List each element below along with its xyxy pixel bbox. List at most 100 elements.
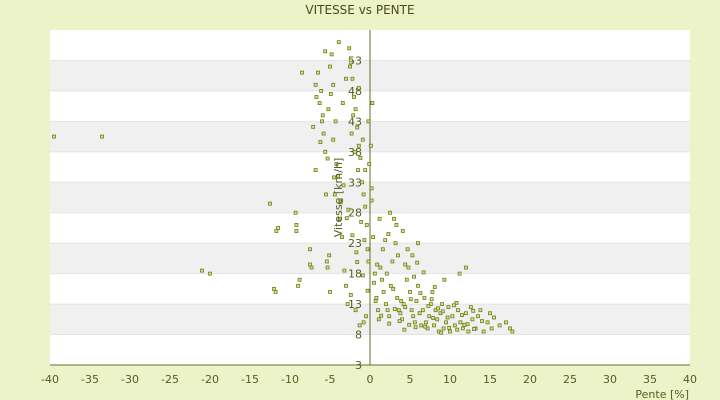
- y-axis-label: Vitesse [km/h]: [332, 158, 345, 238]
- data-point: [392, 216, 396, 221]
- data-point: [403, 262, 408, 267]
- data-point: [355, 260, 360, 264]
- data-point: [445, 315, 450, 320]
- data-point: [359, 219, 364, 224]
- y-tick-label: 23: [348, 237, 362, 250]
- data-point: [348, 64, 352, 69]
- data-point: [320, 119, 324, 124]
- data-point: [375, 262, 380, 267]
- data-point: [416, 283, 420, 288]
- data-point: [480, 319, 484, 324]
- data-point: [408, 290, 412, 294]
- data-point: [452, 303, 456, 308]
- data-point: [412, 274, 416, 279]
- data-point: [379, 313, 384, 318]
- data-point: [478, 308, 483, 313]
- data-point: [100, 134, 104, 139]
- data-point: [423, 324, 428, 329]
- data-point: [353, 107, 358, 112]
- data-point: [460, 313, 464, 317]
- data-point: [328, 92, 333, 96]
- data-point: [421, 270, 426, 275]
- y-tick-label: 33: [348, 176, 362, 189]
- data-point: [337, 216, 342, 221]
- data-point: [492, 315, 496, 320]
- data-point: [394, 223, 399, 227]
- chart-title: VITESSE vs PENTE: [305, 3, 414, 17]
- data-point: [411, 314, 416, 319]
- data-point: [368, 143, 373, 148]
- data-point: [371, 235, 376, 239]
- data-point: [414, 299, 419, 303]
- data-point: [383, 238, 388, 243]
- data-point: [460, 326, 465, 331]
- data-point: [435, 317, 440, 322]
- data-point: [340, 101, 345, 105]
- data-point: [424, 320, 428, 325]
- data-point: [353, 308, 358, 313]
- x-tick-label: 5: [407, 373, 414, 386]
- y-tick-label: 28: [348, 207, 362, 220]
- data-point: [497, 323, 502, 328]
- data-point: [344, 216, 349, 221]
- data-point: [200, 268, 204, 273]
- data-point: [374, 296, 379, 300]
- data-point: [464, 311, 468, 316]
- data-point: [361, 320, 366, 325]
- data-point: [412, 320, 417, 325]
- data-point: [364, 223, 369, 227]
- data-point: [331, 137, 336, 142]
- data-point: [431, 316, 436, 321]
- data-point: [409, 308, 414, 313]
- data-point: [345, 302, 350, 306]
- x-tick-label: -30: [121, 373, 139, 386]
- data-point: [422, 296, 427, 300]
- data-point: [430, 290, 435, 294]
- data-point: [481, 329, 486, 334]
- data-point: [354, 250, 359, 255]
- data-point: [390, 259, 395, 264]
- data-point: [405, 247, 410, 252]
- x-tick-label: 25: [563, 373, 577, 386]
- data-point: [311, 124, 316, 129]
- data-point: [367, 162, 372, 166]
- data-point: [325, 156, 330, 161]
- data-point: [440, 309, 445, 314]
- data-point: [432, 285, 437, 289]
- data-point: [419, 323, 424, 328]
- data-point: [465, 322, 470, 327]
- data-point: [398, 311, 403, 316]
- data-point: [342, 268, 347, 273]
- data-point: [323, 149, 328, 154]
- data-point: [440, 302, 444, 306]
- data-point: [331, 82, 336, 87]
- data-point: [333, 119, 338, 124]
- data-point: [314, 95, 319, 99]
- data-point: [410, 253, 415, 258]
- data-point: [388, 210, 392, 215]
- x-tick-label: -5: [325, 373, 336, 386]
- data-point: [363, 204, 368, 209]
- data-point: [338, 200, 343, 205]
- data-point: [356, 143, 361, 148]
- data-point: [388, 283, 393, 288]
- data-point: [350, 76, 355, 81]
- data-point: [328, 64, 332, 69]
- x-tick-label: -35: [81, 373, 99, 386]
- data-point: [372, 280, 376, 285]
- x-tick-label: -15: [241, 373, 259, 386]
- data-point: [403, 305, 408, 310]
- data-point: [426, 304, 431, 308]
- data-point: [362, 238, 367, 243]
- data-point: [464, 265, 468, 270]
- data-points: [52, 40, 515, 335]
- data-point: [439, 330, 444, 335]
- data-point: [365, 288, 370, 293]
- data-point: [378, 265, 383, 270]
- data-point: [320, 113, 325, 118]
- data-point: [336, 40, 341, 45]
- data-point: [373, 299, 378, 303]
- data-point: [408, 297, 413, 302]
- x-axis-label: Pente [%]: [635, 388, 689, 400]
- data-point: [417, 311, 422, 316]
